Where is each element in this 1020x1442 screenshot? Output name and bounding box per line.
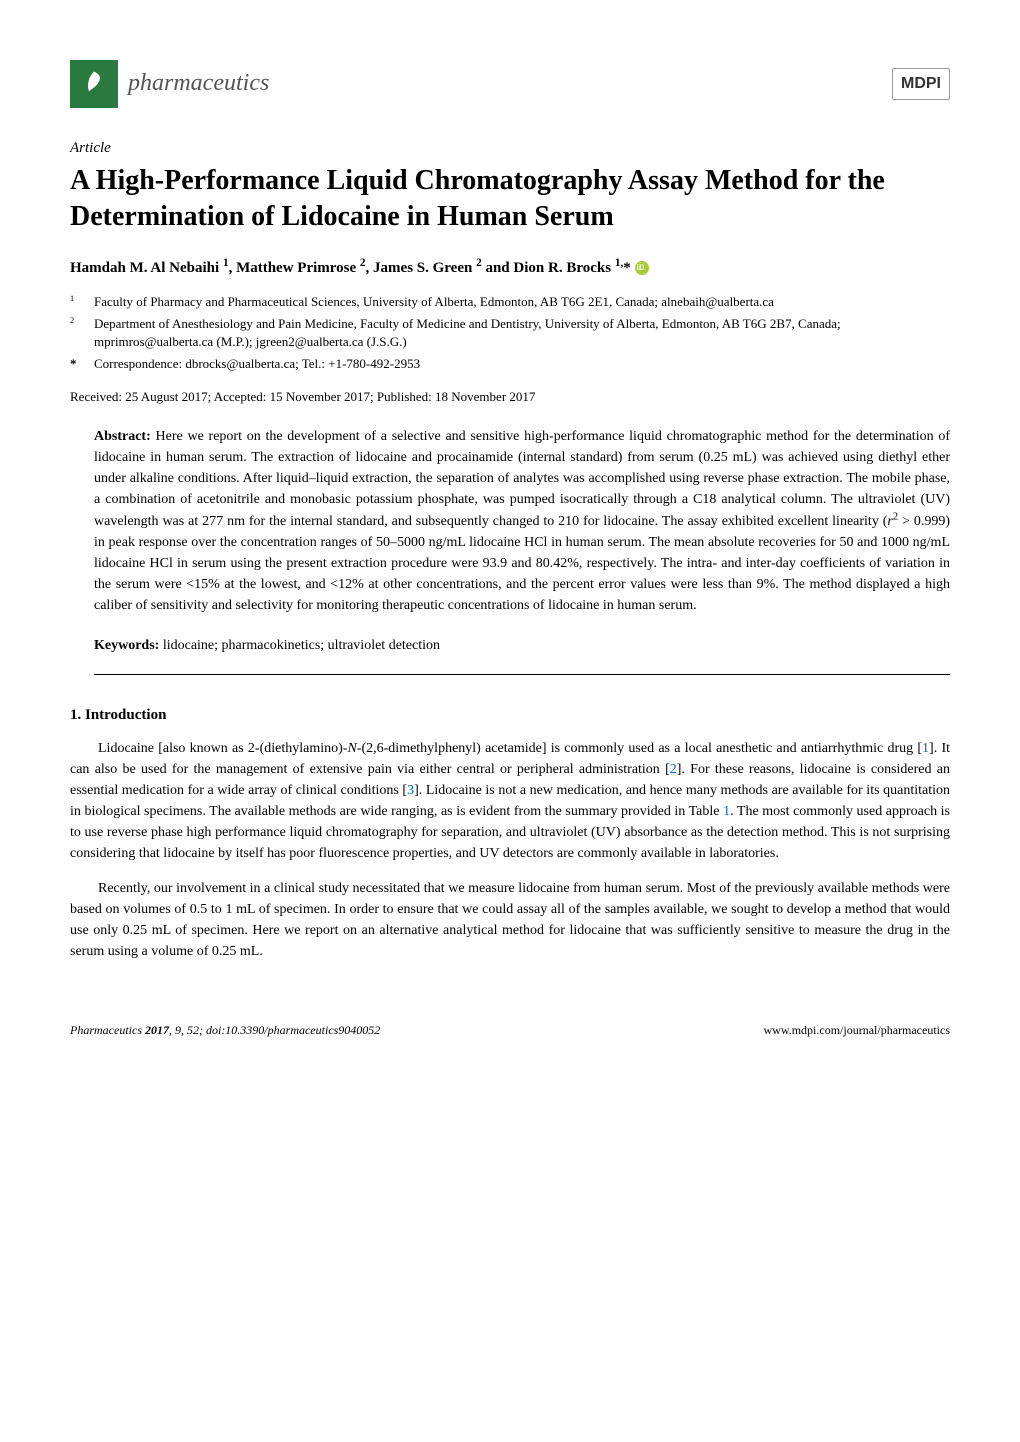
intro-paragraph-1: Lidocaine [also known as 2-(diethylamino… <box>70 738 950 864</box>
leaf-icon <box>79 69 109 99</box>
affiliation-text: Department of Anesthesiology and Pain Me… <box>94 315 950 351</box>
section-divider <box>94 674 950 675</box>
orcid-icon <box>635 261 649 275</box>
article-type: Article <box>70 138 950 159</box>
section-heading-introduction: 1. Introduction <box>70 705 950 726</box>
correspondence: * Correspondence: dbrocks@ualberta.ca; T… <box>94 355 950 373</box>
page-header: pharmaceutics MDPI <box>70 60 950 108</box>
publication-dates: Received: 25 August 2017; Accepted: 15 N… <box>70 388 950 406</box>
affiliation-text: Faculty of Pharmacy and Pharmaceutical S… <box>94 293 774 311</box>
abstract: Abstract: Here we report on the developm… <box>70 426 950 617</box>
page-footer: Pharmaceutics 2017, 9, 52; doi:10.3390/p… <box>70 1022 950 1039</box>
keywords-text: lidocaine; pharmacokinetics; ultraviolet… <box>163 638 440 653</box>
affiliation-1: 1 Faculty of Pharmacy and Pharmaceutical… <box>94 293 950 311</box>
keywords-label: Keywords: <box>94 638 159 653</box>
footer-right: www.mdpi.com/journal/pharmaceutics <box>763 1022 950 1039</box>
journal-logo-icon <box>70 60 118 108</box>
affiliation-2: 2 Department of Anesthesiology and Pain … <box>94 315 950 351</box>
journal-name: pharmaceutics <box>128 67 269 101</box>
footer-left: Pharmaceutics 2017, 9, 52; doi:10.3390/p… <box>70 1022 380 1039</box>
article-title: A High-Performance Liquid Chromatography… <box>70 163 950 236</box>
publisher-logo: MDPI <box>892 68 950 100</box>
keywords: Keywords: lidocaine; pharmacokinetics; u… <box>70 636 950 656</box>
abstract-label: Abstract: <box>94 429 151 444</box>
journal-logo: pharmaceutics <box>70 60 269 108</box>
authors: Hamdah M. Al Nebaihi 1, Matthew Primrose… <box>70 256 950 279</box>
abstract-text: Here we report on the development of a s… <box>94 429 950 614</box>
affiliations: 1 Faculty of Pharmacy and Pharmaceutical… <box>94 293 950 374</box>
intro-paragraph-2: Recently, our involvement in a clinical … <box>70 878 950 962</box>
affiliation-num: 2 <box>70 315 94 351</box>
correspondence-text: Correspondence: dbrocks@ualberta.ca; Tel… <box>94 355 420 373</box>
affiliation-num: 1 <box>70 293 94 311</box>
authors-text: Hamdah M. Al Nebaihi 1, Matthew Primrose… <box>70 260 635 276</box>
correspondence-marker: * <box>70 355 94 373</box>
